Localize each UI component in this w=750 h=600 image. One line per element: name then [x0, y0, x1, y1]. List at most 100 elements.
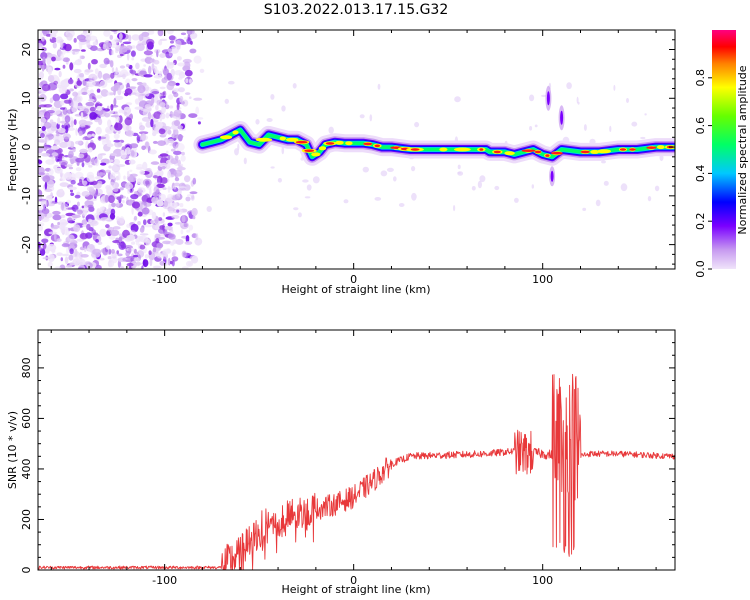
noise-speck — [89, 220, 99, 227]
noise-speck — [454, 96, 461, 103]
noise-speck — [97, 153, 103, 160]
noise-speck — [107, 259, 115, 268]
signal-core — [363, 142, 373, 146]
noise-speck — [142, 82, 147, 86]
noise-speck — [59, 160, 68, 166]
noise-speck — [120, 149, 125, 155]
noise-speck — [150, 161, 160, 165]
noise-speck — [163, 223, 166, 226]
noise-speck — [183, 223, 188, 228]
noise-speck — [59, 188, 64, 193]
noise-speck — [109, 34, 114, 40]
noise-speck — [87, 35, 98, 41]
x-tick-label: -100 — [152, 273, 177, 286]
noise-speck — [75, 127, 78, 136]
noise-speck — [86, 223, 91, 231]
noise-speck — [115, 216, 121, 222]
noise-speck — [113, 133, 120, 139]
noise-speck — [62, 133, 71, 140]
noise-speck — [47, 57, 52, 63]
noise-speck — [44, 136, 49, 143]
noise-speck — [51, 152, 59, 157]
noise-speck — [42, 175, 51, 183]
noise-speck — [67, 127, 75, 131]
noise-speck — [131, 57, 135, 61]
noise-speck — [38, 159, 43, 165]
noise-speck — [72, 100, 78, 109]
noise-speck — [99, 257, 105, 261]
noise-speck — [328, 126, 334, 134]
noise-speck — [100, 89, 109, 97]
noise-speck — [133, 257, 140, 262]
noise-speck — [173, 150, 182, 155]
noise-speck — [142, 178, 152, 187]
noise-speck — [81, 91, 88, 95]
noise-speck — [115, 49, 119, 54]
noise-speck — [79, 232, 89, 240]
noise-speck — [178, 87, 185, 93]
noise-speck — [47, 254, 55, 262]
noise-speck — [64, 115, 71, 123]
noise-speck — [67, 217, 73, 223]
noise-speck — [122, 73, 126, 80]
noise-speck — [647, 196, 652, 202]
noise-speck — [77, 95, 83, 103]
noise-speck — [159, 153, 169, 157]
noise-speck — [577, 101, 580, 105]
noise-speck — [139, 202, 143, 211]
noise-speck — [77, 209, 83, 215]
noise-speck — [94, 158, 100, 167]
noise-speck — [601, 160, 606, 164]
snr-frame — [37, 329, 676, 571]
noise-speck — [76, 238, 85, 242]
noise-speck — [159, 53, 166, 58]
noise-speck — [118, 115, 123, 124]
noise-speck — [137, 85, 146, 94]
noise-speck — [136, 81, 143, 86]
noise-speck — [162, 250, 168, 257]
noise-speck — [70, 120, 74, 128]
noise-speck — [136, 261, 141, 267]
noise-speck — [176, 103, 180, 111]
noise-speck — [124, 92, 129, 97]
signal-core — [580, 150, 590, 154]
noise-speck — [80, 254, 89, 258]
noise-speck — [111, 49, 114, 56]
noise-speck — [128, 34, 132, 43]
noise-speck — [167, 257, 171, 266]
noise-speck — [168, 211, 175, 214]
noise-speck — [169, 105, 174, 109]
noise-speck — [197, 121, 201, 125]
noise-speck — [125, 78, 131, 85]
noise-speck — [131, 206, 134, 215]
noise-speck — [41, 208, 50, 215]
signal-core — [646, 146, 657, 149]
noise-speck — [134, 252, 139, 255]
noise-speck — [281, 105, 286, 112]
snr-plot-area — [38, 330, 675, 570]
noise-speck — [189, 191, 198, 195]
noise-speck — [64, 164, 73, 168]
noise-speck — [62, 57, 70, 62]
noise-speck — [149, 258, 153, 267]
noise-speck — [163, 200, 169, 208]
noise-speck — [155, 104, 159, 111]
noise-speck — [70, 100, 74, 109]
noise-speck — [148, 65, 152, 75]
y-tick-label: 0 — [20, 567, 33, 574]
noise-speck — [159, 70, 163, 77]
noise-speck — [162, 68, 169, 76]
noise-speck — [582, 207, 587, 211]
noise-speck — [47, 75, 55, 83]
noise-speck — [81, 49, 86, 52]
noise-speck — [393, 176, 397, 182]
noise-speck — [68, 254, 74, 261]
noise-speck — [146, 38, 155, 46]
noise-speck — [177, 159, 181, 167]
noise-speck — [529, 94, 535, 102]
colorbar-label: Normalized spectral amplitude — [736, 65, 749, 234]
noise-speck — [41, 126, 46, 132]
noise-speck — [175, 143, 185, 152]
noise-speck — [61, 243, 70, 248]
